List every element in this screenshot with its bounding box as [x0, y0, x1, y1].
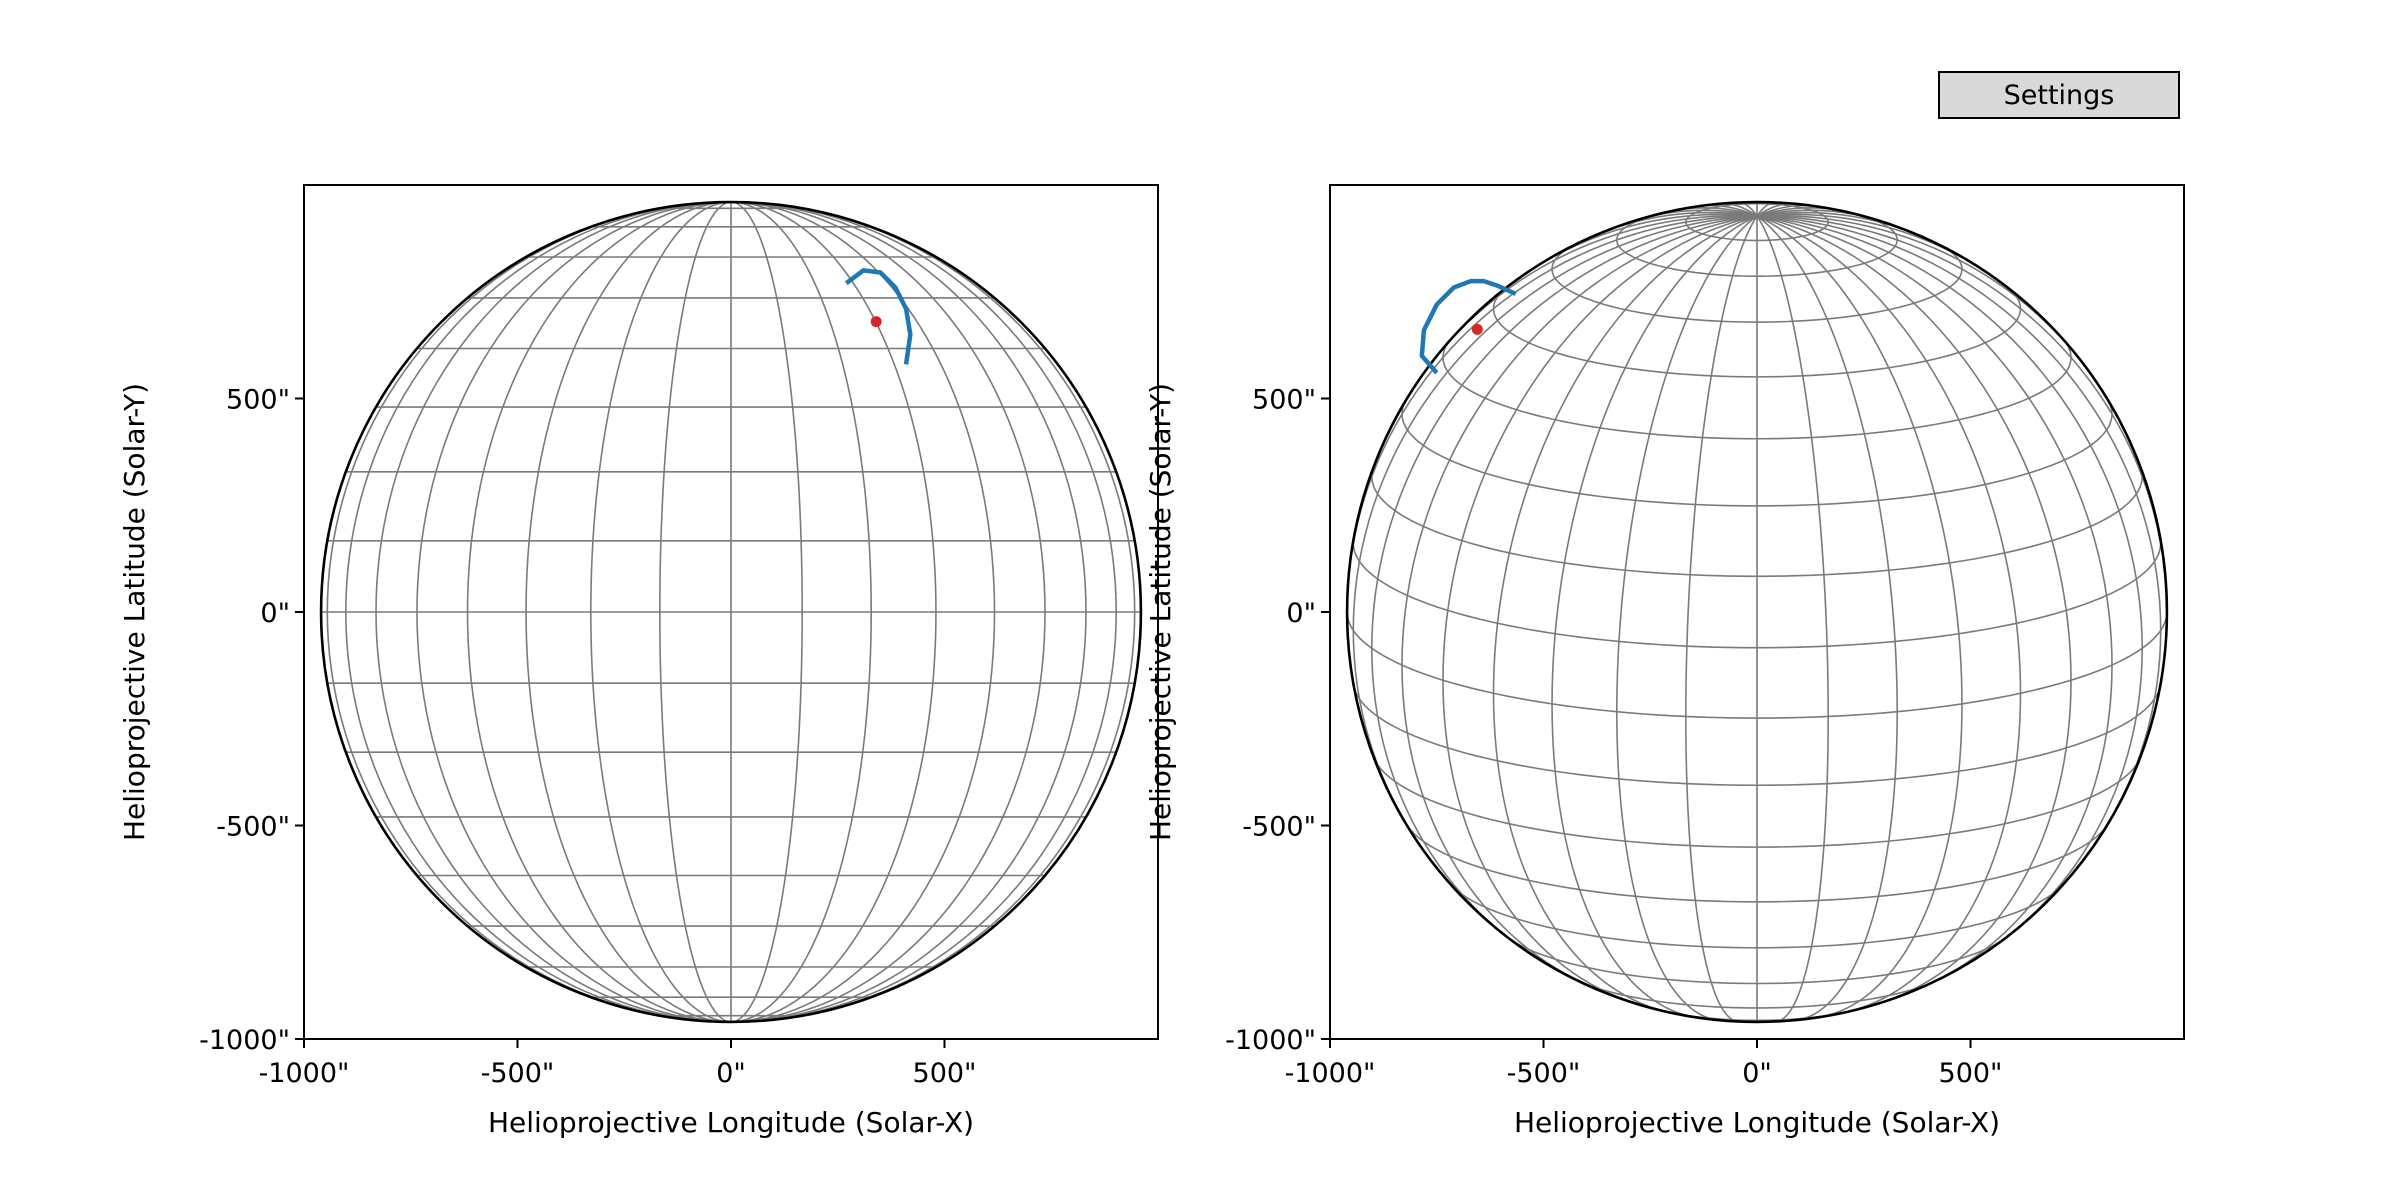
x-tick-label: -500" — [1507, 1058, 1581, 1089]
x-tick-label: 500" — [913, 1058, 977, 1089]
x-tick-label: 500" — [1939, 1058, 2003, 1089]
grid-meridian — [1756, 215, 2022, 1013]
grid-meridian — [730, 201, 803, 1023]
grid-meridian — [1615, 215, 1758, 1021]
grid-meridian — [1756, 215, 1963, 1018]
grid-meridian — [1442, 215, 1758, 1003]
y-tick-label: -500" — [1242, 812, 1316, 843]
x-tick-label: -500" — [481, 1058, 555, 1089]
grid-meridian — [1756, 215, 1829, 1023]
grid-meridian — [1756, 215, 2144, 940]
plot-area — [319, 200, 1143, 1024]
y-tick-label: -1000" — [199, 1025, 290, 1056]
grid-meridian — [1551, 215, 1758, 1018]
grid-meridian — [730, 201, 996, 1023]
grid-meridian — [1370, 215, 1758, 940]
y-tick-label: -1000" — [1225, 1025, 1316, 1056]
grid-meridian — [730, 201, 1136, 1023]
grid-meridian — [326, 201, 732, 1023]
x-tick-label: 0" — [1742, 1058, 1772, 1089]
grid-meridian — [416, 201, 732, 1023]
marker-point — [1471, 323, 1483, 335]
grid-meridian — [730, 201, 1118, 1023]
y-tick-label: 0" — [260, 598, 290, 629]
y-tick-label: 500" — [226, 385, 290, 416]
y-axis-label: Helioprojective Latitude (Solar-Y) — [1144, 383, 1177, 841]
grid-meridian — [1756, 215, 2168, 613]
solar-limb — [1345, 200, 2169, 1024]
grid-meridian — [1756, 215, 1899, 1021]
loop-line — [1419, 278, 1517, 375]
grid-meridian — [1756, 215, 2072, 1003]
grid-meridian — [1346, 215, 1758, 613]
x-tick-label: 0" — [716, 1058, 746, 1089]
grid-meridian — [525, 201, 732, 1023]
grid-meridian — [730, 201, 873, 1023]
grid-meridian — [589, 201, 732, 1023]
grid-meridian — [1685, 215, 1758, 1023]
grid-meridian — [1401, 215, 1758, 983]
y-tick-label: 0" — [1286, 598, 1316, 629]
x-tick-label: -1000" — [259, 1058, 350, 1089]
plot-area — [1345, 200, 2169, 1024]
grid-meridian — [730, 201, 1087, 1023]
grid-meridian — [1352, 215, 1758, 838]
grid-meridian — [1756, 215, 2162, 838]
x-axis-label: Helioprojective Longitude (Solar-X) — [1514, 1106, 2000, 1139]
loop-line — [844, 268, 913, 365]
marker-point — [870, 316, 882, 328]
x-tick-label: -1000" — [1285, 1058, 1376, 1089]
grid-meridian — [344, 201, 732, 1023]
settings-button[interactable]: Settings — [1938, 71, 2180, 119]
y-axis-label: Helioprojective Latitude (Solar-Y) — [118, 383, 151, 841]
x-axis-label: Helioprojective Longitude (Solar-X) — [488, 1106, 974, 1139]
left-panel: -1000" -500" 0" 500" -1000" -500" 0" 500" Heliop… — [118, 184, 1159, 1139]
y-tick-label: 500" — [1252, 385, 1316, 416]
grid-meridian — [730, 201, 1046, 1023]
solar-limb — [319, 200, 1143, 1024]
grid-meridian — [730, 201, 937, 1023]
right-panel: -1000" -500" 0" 500" -1000" -500" 0" 500" Heliop… — [1144, 184, 2185, 1139]
grid-meridian — [466, 201, 732, 1023]
grid-meridian — [659, 201, 732, 1023]
y-tick-label: -500" — [216, 812, 290, 843]
grid-meridian — [1756, 215, 2113, 983]
grid-meridian — [375, 201, 732, 1023]
grid-meridian — [1492, 215, 1758, 1013]
